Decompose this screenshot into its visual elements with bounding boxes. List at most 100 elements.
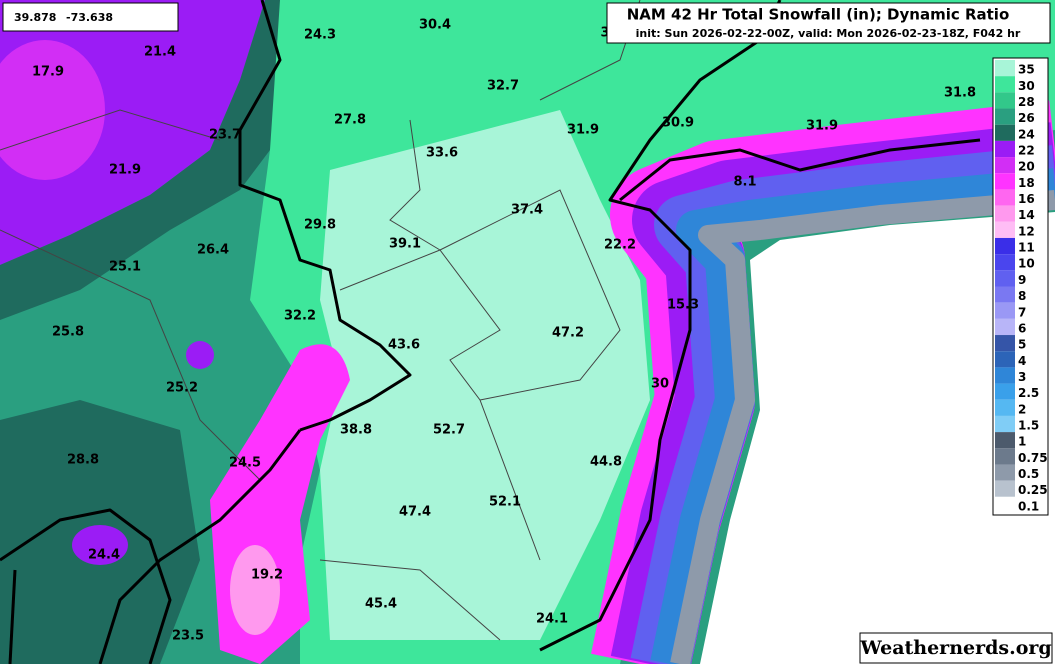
point-label: 31.9 [806,119,838,134]
point-label: 29.8 [304,218,336,233]
legend-swatch [995,335,1015,352]
legend-swatch [995,464,1015,481]
legend-swatch [995,124,1015,141]
point-label: 21.4 [144,45,176,60]
legend-swatch [995,189,1015,206]
legend-label: 12 [1018,224,1035,238]
point-label: 30 [651,377,669,392]
point-label: 24.1 [536,612,568,627]
legend-label: 35 [1018,63,1035,77]
legend-swatch [995,399,1015,416]
county-line [439,189,621,401]
subtitle: init: Sun 2026-02-22-00Z, valid: Mon 202… [636,27,1021,40]
point-label: 3 [600,26,609,41]
point-label: 28.8 [67,453,99,468]
legend-swatch [995,60,1015,77]
point-label: 24.5 [229,456,261,471]
legend-swatch [995,448,1015,465]
point-label: 24.3 [304,28,336,43]
legend-label: 2.5 [1018,386,1039,400]
border [98,429,302,664]
legend-swatch [995,108,1015,125]
light-region [320,110,650,640]
point-label: 27.8 [334,113,366,128]
point-label: 15.3 [667,298,699,313]
magenta-region [0,40,105,180]
point-label: 32.2 [284,309,316,324]
legend-label: 9 [1018,273,1026,287]
point-label: 32.7 [487,79,519,94]
legend-label: 0.1 [1018,499,1039,513]
point-label: 22.2 [604,238,636,253]
legend-swatch [995,480,1015,497]
legend-label: 28 [1018,95,1035,109]
legend-label: 20 [1018,160,1035,174]
legend: 35 30 28 26 24 22 20 18 16 14 12 11 10 9 8 7 6 5 4 3 2.5 2 1.5… [992,57,1049,516]
pink-blob [230,545,280,635]
legend-label: 18 [1018,176,1035,190]
legend-label: 24 [1018,127,1035,141]
lat: 39.878 [14,11,56,24]
legend-swatch [995,173,1015,190]
point-label: 45.4 [365,597,397,612]
legend-swatch [995,221,1015,238]
legend-label: 26 [1018,111,1035,125]
point-label: 37.4 [511,203,543,218]
legend-label: 7 [1018,305,1026,319]
coords-frame [2,2,179,32]
legend-swatch [995,270,1015,287]
legend-label: 6 [1018,321,1026,335]
coords-box: 39.878 -73.638 [2,2,179,32]
point-label: 19.2 [251,568,283,583]
watermark-frame [859,632,1053,664]
watermark: Weathernerds.org [859,637,1051,659]
band [670,190,1055,664]
legend-label: 0.25 [1018,483,1048,497]
point-label: 47.4 [399,505,431,520]
legend-label: 4 [1018,354,1026,368]
state-borders [0,0,981,664]
county-line [389,119,441,251]
lon: -73.638 [66,11,113,24]
point-label: 31.9 [567,123,599,138]
point-label: 52.7 [433,423,465,438]
legend-label: 22 [1018,143,1035,157]
legend-label: 1.5 [1018,419,1039,433]
county-line [339,249,541,561]
legend-label: 0.75 [1018,451,1048,465]
ocean [700,212,1055,664]
point-label: 24.4 [88,548,120,563]
legend-label: 2 [1018,402,1026,416]
point-label: 43.6 [388,338,420,353]
point-labels: 17.9 21.4 24.3 30.4 3 32.7 27.8 23.7 21.… [32,18,976,644]
legend-swatch [995,415,1015,433]
point-label: 26.4 [197,243,229,258]
coastline [539,0,782,652]
point-label: 8.1 [733,175,756,190]
legend-swatch [995,286,1015,303]
legend-swatch [995,237,1015,255]
legend-swatch [995,157,1015,174]
border [0,508,172,664]
point-label: 25.1 [109,260,141,275]
county-lines [0,0,641,641]
purple-blob [72,525,128,565]
legend-swatch [995,76,1015,93]
legend-swatch [995,367,1015,384]
purple-blob [186,341,214,369]
legend-label: 11 [1018,241,1035,255]
legend-swatch [995,205,1015,222]
legend-swatch [995,302,1015,319]
point-label: 52.1 [489,495,521,510]
point-label: 30.9 [662,116,694,131]
point-label: 23.7 [209,128,241,143]
point-label: 21.9 [109,163,141,178]
point-label: 33.6 [426,146,458,161]
point-label: 30.4 [419,18,451,33]
legend-label: 30 [1018,79,1035,93]
legend-label: 0.5 [1018,467,1039,481]
legend-label: 8 [1018,289,1026,303]
legend-label: 10 [1018,257,1035,271]
title: NAM 42 Hr Total Snowfall (in); Dynamic R… [627,6,1010,24]
